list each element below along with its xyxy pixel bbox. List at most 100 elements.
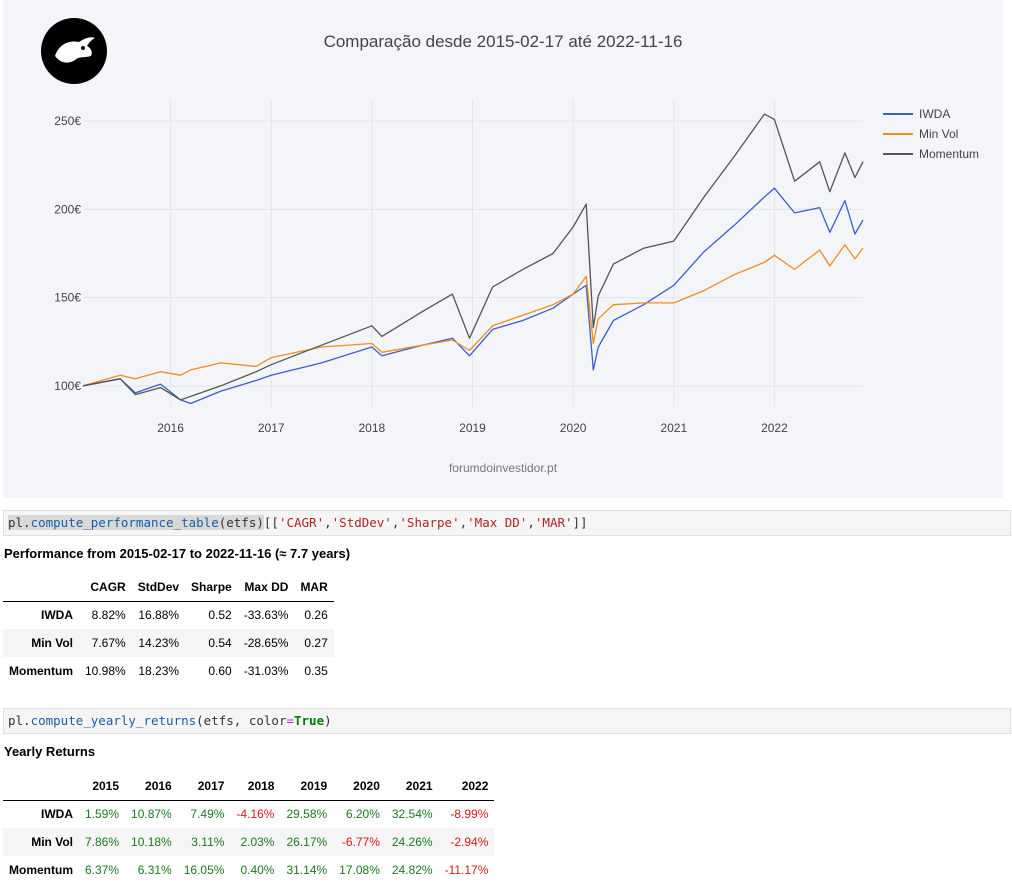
code-cell-yearly[interactable]: pl.compute_yearly_returns(etfs, color=Tr… bbox=[3, 708, 1011, 734]
chart-panel: 100€ 150€ 200€ 250€ 2016 2017 2018 2019 2020 2021… bbox=[3, 0, 1003, 498]
table-cell: 0.26 bbox=[304, 608, 328, 623]
code-prefix: pl. bbox=[8, 713, 31, 728]
performance-table: CAGR StdDev Sharpe Max DD MAR IWDA 8.82% 16.88… bbox=[3, 573, 334, 685]
table-cell: -8.99% bbox=[450, 807, 489, 822]
legend-item[interactable]: IWDA bbox=[883, 104, 979, 124]
table-cell: -6.77% bbox=[341, 835, 380, 849]
gridlines bbox=[83, 100, 863, 407]
legend-swatch bbox=[883, 113, 913, 115]
legend-item[interactable]: Momentum bbox=[883, 144, 979, 164]
table-row: IWDA 1.59% 10.87% 7.49% -4.16% 29.58% 6.20% 32.… bbox=[3, 800, 495, 828]
code-close: ) bbox=[324, 713, 332, 728]
x-tick-label: 2020 bbox=[560, 421, 587, 435]
code-str: 'Sharpe' bbox=[399, 515, 460, 530]
table-cell: 7.49% bbox=[190, 807, 225, 822]
table-cell: 7.67% bbox=[91, 636, 126, 650]
column-header: 2019 bbox=[280, 772, 334, 801]
code-prefix: pl. bbox=[8, 515, 31, 530]
series-lines bbox=[82, 113, 864, 405]
table-cell: -4.16% bbox=[236, 807, 275, 822]
code-str: 'StdDev' bbox=[331, 515, 392, 530]
series-line-min-vol bbox=[82, 244, 864, 387]
table-row: Momentum 10.98% 18.23% 0.60 -31.03% 0.35 bbox=[3, 657, 334, 685]
chart-title: Comparação desde 2015-02-17 até 2022-11-… bbox=[323, 32, 683, 51]
table-cell: -11.17% bbox=[444, 863, 489, 877]
axis-ticks: 100€ 150€ 200€ 250€ 2016 2017 2018 2019 2020 2021… bbox=[54, 114, 788, 435]
table-cell: 31.14% bbox=[286, 863, 328, 877]
legend-swatch bbox=[883, 133, 913, 135]
table-cell: 7.86% bbox=[85, 835, 120, 849]
x-tick-label: 2016 bbox=[157, 421, 184, 435]
table-cell: 10.87% bbox=[131, 807, 172, 822]
corner-cell bbox=[3, 772, 79, 801]
table-cell: 10.98% bbox=[85, 664, 126, 678]
table-cell: -31.03% bbox=[243, 664, 289, 678]
table-cell: 0.60 bbox=[208, 664, 232, 678]
bull-logo bbox=[39, 16, 109, 86]
row-label: Momentum bbox=[9, 664, 73, 678]
table-cell: -28.65% bbox=[243, 636, 289, 650]
code-args: (etfs) bbox=[218, 515, 264, 530]
table-cell: 29.58% bbox=[286, 807, 328, 822]
legend-label: IWDA bbox=[919, 107, 951, 121]
table-cell: 6.37% bbox=[85, 863, 120, 877]
column-header: 2022 bbox=[438, 772, 495, 801]
row-label: Momentum bbox=[9, 863, 73, 877]
table-cell: 0.35 bbox=[304, 664, 328, 678]
chart-legend[interactable]: IWDA Min Vol Momentum bbox=[883, 104, 979, 164]
table-cell: 14.23% bbox=[138, 636, 180, 650]
row-label: IWDA bbox=[41, 608, 73, 623]
table-cell: 32.54% bbox=[391, 807, 433, 822]
row-label: Min Vol bbox=[31, 835, 73, 849]
code-cell-performance[interactable]: pl.compute_performance_table(etfs)[['CAG… bbox=[3, 510, 1011, 536]
table-cell: 10.18% bbox=[131, 835, 172, 849]
table-cell: 8.82% bbox=[91, 608, 126, 623]
column-header: CAGR bbox=[79, 573, 132, 602]
code-args: (etfs, color bbox=[196, 713, 287, 728]
code-operator: = bbox=[286, 713, 294, 728]
column-header: Sharpe bbox=[185, 573, 238, 602]
corner-cell bbox=[3, 573, 79, 602]
table-cell: 6.31% bbox=[137, 863, 172, 877]
line-chart: 100€ 150€ 200€ 250€ 2016 2017 2018 2019 2020 2021… bbox=[54, 100, 864, 435]
column-header: 2018 bbox=[230, 772, 281, 801]
code-str: 'Max DD' bbox=[467, 515, 528, 530]
table-cell: 24.82% bbox=[391, 863, 433, 877]
x-tick-label: 2017 bbox=[258, 421, 285, 435]
code-function: compute_yearly_returns bbox=[30, 713, 197, 728]
row-label: Min Vol bbox=[31, 636, 73, 650]
column-header: StdDev bbox=[131, 573, 186, 602]
table-row: IWDA 8.82% 16.88% 0.52 -33.63% 0.26 bbox=[3, 601, 334, 629]
column-header: 2016 bbox=[125, 772, 178, 801]
column-header: 2015 bbox=[79, 772, 126, 801]
table-cell: -2.94% bbox=[450, 835, 489, 849]
performance-heading: Performance from 2015-02-17 to 2022-11-1… bbox=[4, 546, 351, 561]
table-cell: 6.20% bbox=[345, 807, 380, 822]
y-tick-label: 250€ bbox=[54, 114, 81, 128]
legend-label: Momentum bbox=[919, 147, 980, 161]
column-header: Max DD bbox=[237, 573, 295, 602]
chart-watermark: forumdoinvestidor.pt bbox=[448, 461, 558, 475]
y-tick-label: 100€ bbox=[54, 379, 81, 393]
table-header-row: 2015 2016 2017 2018 2019 2020 2021 2022 bbox=[3, 772, 495, 801]
table-header-row: CAGR StdDev Sharpe Max DD MAR bbox=[3, 573, 334, 602]
yearly-returns-table: 2015 2016 2017 2018 2019 2020 2021 2022 IWDA 1.5… bbox=[3, 772, 495, 884]
table-cell: 16.05% bbox=[183, 863, 225, 877]
table-cell: 2.03% bbox=[240, 835, 275, 849]
column-header: 2017 bbox=[177, 772, 231, 801]
table-row: Momentum 6.37% 6.31% 16.05% 0.40% 31.14% 17.08… bbox=[3, 856, 495, 884]
code-function: compute_performance_table bbox=[30, 515, 219, 530]
table-cell: 26.17% bbox=[286, 835, 328, 849]
table-cell: 1.59% bbox=[85, 807, 120, 822]
table-row: Min Vol 7.86% 10.18% 3.11% 2.03% 26.17% -6.77%… bbox=[3, 828, 495, 856]
code-close: ]] bbox=[572, 515, 588, 530]
x-tick-label: 2018 bbox=[359, 421, 386, 435]
table-cell: 0.54 bbox=[208, 636, 232, 650]
row-label: IWDA bbox=[41, 807, 73, 822]
legend-item[interactable]: Min Vol bbox=[883, 124, 979, 144]
y-tick-label: 150€ bbox=[54, 291, 81, 305]
x-tick-label: 2022 bbox=[761, 421, 788, 435]
code-keyword: True bbox=[294, 713, 325, 728]
table-row: Min Vol 7.67% 14.23% 0.54 -28.65% 0.27 bbox=[3, 629, 334, 657]
code-str: 'CAGR' bbox=[278, 515, 325, 530]
